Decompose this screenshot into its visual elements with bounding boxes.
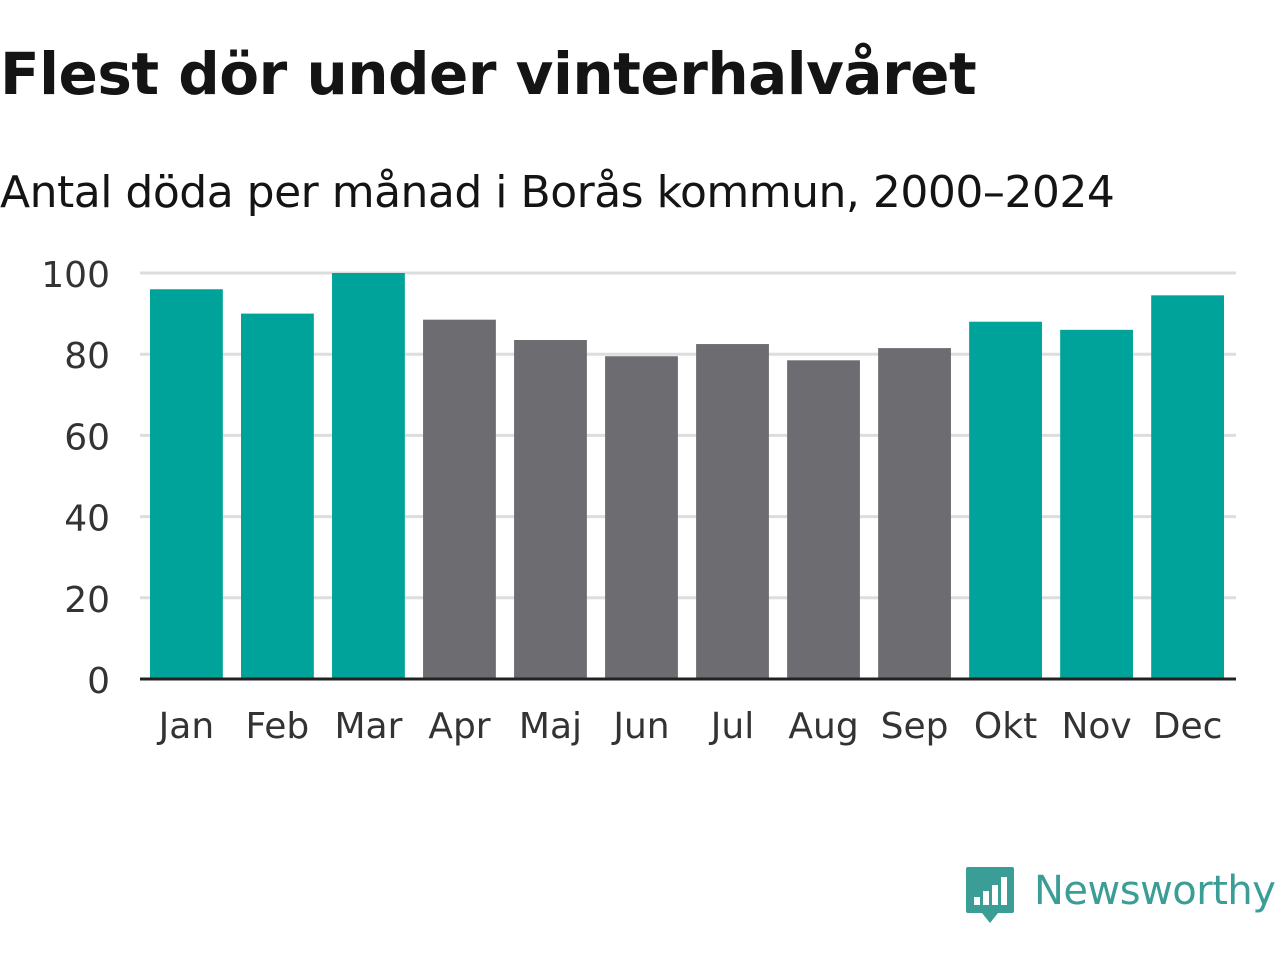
bar-nov	[1060, 329, 1133, 679]
chart-subtitle: Antal döda per månad i Borås kommun, 200…	[0, 167, 1115, 218]
x-tick-label: Jul	[709, 706, 754, 747]
bar-maj	[514, 339, 587, 679]
bar-sep	[878, 348, 951, 679]
x-tick-label: Apr	[428, 706, 490, 747]
bar-jun	[605, 356, 678, 679]
brand-logo: Newsworthy	[964, 864, 1276, 928]
y-tick-label: 60	[64, 417, 110, 458]
bar-jul	[696, 344, 769, 679]
bar-jan	[150, 289, 223, 679]
x-tick-label: Dec	[1153, 706, 1223, 747]
y-tick-label: 20	[64, 580, 110, 621]
y-tick-label: 80	[64, 336, 110, 377]
chart-title: Flest dör under vinterhalvåret	[0, 40, 977, 108]
x-tick-label: Jan	[157, 706, 215, 747]
y-tick-label: 0	[87, 661, 110, 702]
bar-apr	[423, 319, 496, 679]
bar-feb	[241, 313, 314, 679]
brand-name: Newsworthy	[1034, 868, 1276, 914]
x-tick-label: Aug	[788, 706, 858, 747]
y-tick-label: 40	[64, 499, 110, 540]
bar-aug	[787, 360, 860, 679]
x-tick-label: Sep	[881, 706, 949, 747]
x-tick-label: Okt	[974, 706, 1037, 747]
newsworthy-logo-icon	[966, 867, 1014, 923]
x-tick-label: Maj	[519, 706, 582, 747]
y-tick-label: 100	[41, 255, 110, 296]
x-tick-label: Feb	[246, 706, 310, 747]
bar-mar	[332, 273, 405, 679]
bar-okt	[969, 321, 1042, 679]
bar-dec	[1151, 295, 1224, 679]
x-tick-label: Nov	[1061, 706, 1131, 747]
x-tick-label: Mar	[334, 706, 402, 747]
x-tick-label: Jun	[611, 706, 669, 747]
